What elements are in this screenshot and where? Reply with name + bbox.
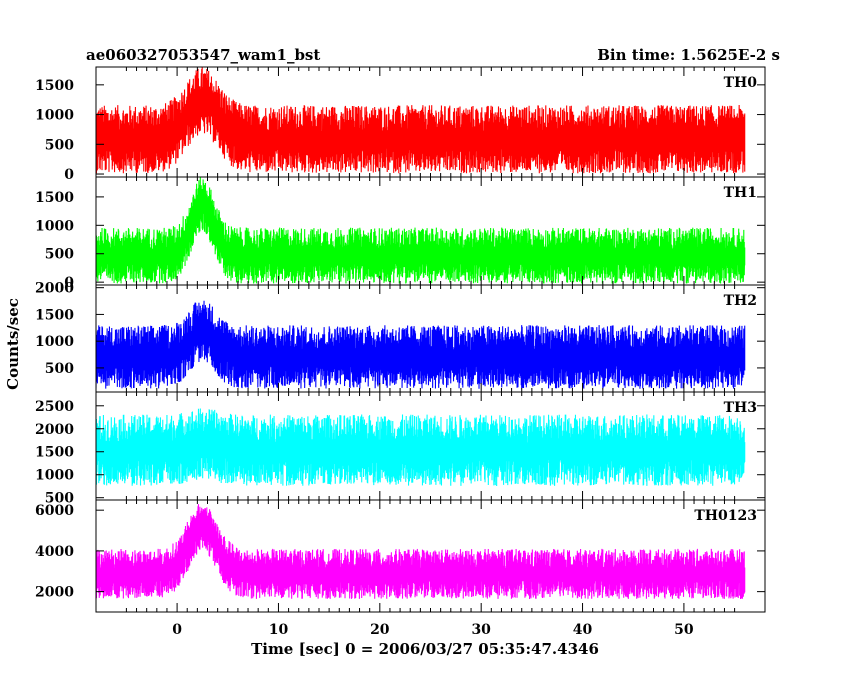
x-axis-label: Time [sec] 0 = 2006/03/27 05:35:47.4346: [251, 640, 599, 658]
y-tick-label: 2000: [35, 281, 74, 297]
y-tick-label: 0: [64, 275, 74, 291]
panel-label: TH0123: [694, 508, 757, 524]
x-tick-label: 50: [674, 622, 694, 638]
panel-th1: 0 500 1000 1500 TH1: [35, 176, 766, 291]
y-tick-label: 1500: [35, 190, 74, 206]
series-line-th0: [96, 67, 746, 174]
series-line-th0123: [96, 504, 746, 599]
panel-th3: 500 1000 1500 2000 2500 TH3: [35, 391, 766, 507]
panel-th0: 0 500 1000 1500 TH0: [35, 66, 766, 183]
y-tick-label: 500: [45, 361, 74, 377]
panel-label: TH1: [724, 185, 757, 201]
x-tick-label: 30: [471, 622, 491, 638]
panel-label: TH2: [724, 293, 757, 309]
series-line-th3: [96, 408, 746, 486]
x-tick-label: 40: [573, 622, 593, 638]
y-tick-label: 2500: [35, 399, 74, 415]
y-tick-label: 500: [45, 247, 74, 263]
panel-label: TH3: [724, 400, 757, 416]
y-tick-label: 2000: [35, 585, 74, 601]
panel-th0123: 2000 4000 6000 TH0123: [35, 499, 766, 613]
y-tick-label: 1500: [35, 445, 74, 461]
y-tick-label: 1500: [35, 307, 74, 323]
y-tick-label: 1000: [35, 468, 74, 484]
y-tick-label: 0: [64, 167, 74, 183]
panel-th2: 500 1000 1500 2000 TH2: [35, 281, 766, 393]
series-line-th1: [96, 177, 746, 284]
x-tick-label: 0: [172, 622, 182, 638]
y-tick-label: 6000: [35, 503, 74, 519]
y-tick-label: 500: [45, 137, 74, 153]
y-tick-label: 4000: [35, 544, 74, 560]
y-tick-label: 1500: [35, 78, 74, 94]
y-tick-label: 1000: [35, 108, 74, 124]
y-tick-label: 1000: [35, 218, 74, 234]
chart-title: ae060327053547_wam1_bst: [86, 46, 320, 64]
series-line-th2: [96, 300, 746, 389]
y-tick-label: 500: [45, 491, 74, 507]
x-tick-label: 10: [269, 622, 289, 638]
panel-label: TH0: [724, 75, 758, 91]
y-axis-label: Counts/sec: [4, 298, 22, 390]
y-tick-label: 1000: [35, 334, 74, 350]
y-tick-label: 2000: [35, 422, 74, 438]
x-tick-label: 20: [370, 622, 390, 638]
bin-time-label: Bin time: 1.5625E-2 s: [597, 46, 780, 64]
